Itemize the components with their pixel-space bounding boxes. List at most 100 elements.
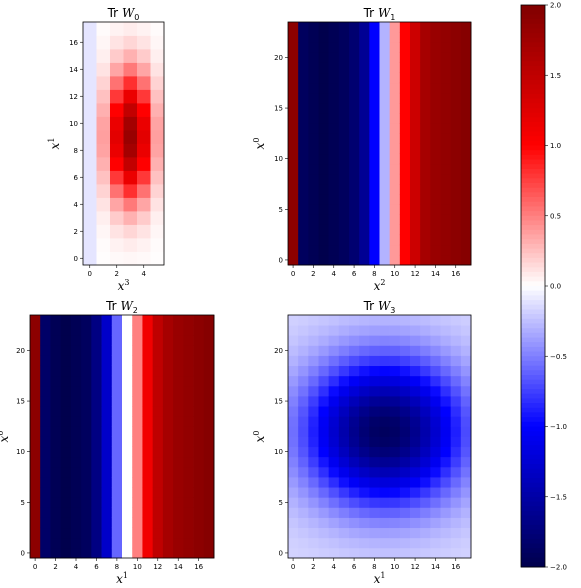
heatmap-cell: [50, 527, 62, 539]
heatmap-cell: [162, 456, 174, 468]
heatmap-cell: [288, 254, 299, 266]
heatmap-cell: [328, 72, 340, 84]
heatmap-cell: [338, 537, 350, 549]
heatmap-cell: [369, 143, 380, 155]
heatmap-cell: [30, 345, 41, 356]
heatmap-cell: [101, 477, 113, 488]
heatmap-cell: [450, 32, 462, 43]
heatmap-cell: [193, 426, 205, 437]
heatmap-cell: [60, 517, 72, 529]
heatmap-cell: [308, 244, 319, 256]
heatmap-cell: [162, 527, 174, 539]
heatmap-cell: [349, 52, 360, 63]
heatmap-cell: [460, 204, 472, 215]
heatmap-cell: [110, 224, 124, 239]
heatmap-cell: [379, 42, 391, 53]
heatmap-cell: [338, 62, 350, 74]
heatmap-cell: [349, 527, 360, 539]
heatmap-cell: [101, 456, 113, 468]
heatmap-cell: [399, 143, 411, 155]
heatmap-cell: [70, 446, 82, 458]
heatmap-cell: [338, 214, 350, 225]
heatmap-cell: [359, 123, 370, 134]
heatmap-cell: [203, 355, 215, 367]
heatmap-cell: [50, 537, 62, 549]
colorbar-segment: [521, 75, 545, 81]
heatmap-cell: [430, 487, 441, 498]
heatmap-cell: [298, 184, 309, 195]
heatmap-cell: [410, 103, 421, 114]
x-tick-label: 14: [431, 270, 440, 278]
heatmap-cell: [183, 487, 194, 498]
heatmap-cell: [399, 325, 411, 336]
heatmap-cell: [288, 173, 299, 185]
heatmap-cell: [81, 406, 92, 417]
heatmap-cell: [50, 487, 62, 498]
heatmap-cell: [81, 466, 92, 478]
heatmap-cell: [288, 113, 299, 124]
heatmap-cell: [60, 537, 72, 549]
heatmap-cell: [110, 22, 124, 36]
heatmap-cell: [318, 22, 330, 33]
heatmap-cell: [440, 62, 452, 74]
heatmap-cell: [298, 224, 309, 236]
colorbar-segment: [521, 5, 545, 11]
heatmap-cell: [359, 325, 370, 336]
heatmap-cell: [193, 375, 205, 387]
heatmap-cell: [288, 82, 299, 94]
heatmap-cell: [369, 82, 380, 94]
heatmap-cell: [349, 32, 360, 43]
heatmap-cell: [96, 62, 111, 77]
heatmap-cell: [60, 416, 72, 427]
heatmap-cell: [308, 507, 319, 518]
heatmap-cell: [399, 335, 411, 346]
heatmap-cell: [318, 62, 330, 74]
heatmap-cell: [122, 436, 133, 448]
heatmap-cell: [101, 345, 113, 356]
heatmap-cell: [379, 204, 391, 215]
heatmap-cell: [410, 527, 421, 539]
heatmap-cell: [193, 396, 205, 407]
heatmap-cell: [440, 497, 452, 508]
heatmap-cell: [349, 396, 360, 407]
heatmap-cell: [389, 365, 401, 377]
heatmap-cell: [379, 385, 391, 397]
heatmap-cell: [410, 234, 421, 246]
heatmap-cell: [420, 477, 431, 488]
heatmap-cell: [420, 547, 431, 559]
heatmap-cell: [338, 184, 350, 195]
heatmap-cell: [328, 355, 340, 367]
colorbar-segment: [521, 257, 545, 264]
heatmap-cell: [122, 385, 133, 397]
heatmap-cell: [132, 396, 143, 407]
heatmap-cell: [308, 184, 319, 195]
heatmap-cell: [81, 315, 92, 326]
heatmap-cell: [91, 315, 102, 326]
heatmap-cell: [40, 396, 51, 407]
heatmap-cell: [410, 517, 421, 529]
heatmap-cell: [420, 375, 431, 387]
heatmap-cell: [132, 517, 143, 529]
heatmap-cell: [183, 365, 194, 377]
heatmap-cell: [369, 113, 380, 124]
colorbar-segment: [521, 248, 545, 254]
heatmap-cell: [288, 163, 299, 175]
heatmap-cell: [101, 335, 113, 346]
heatmap-cell: [183, 335, 194, 346]
heatmap-cell: [96, 130, 111, 144]
heatmap-cell: [101, 507, 113, 518]
heatmap-cell: [101, 396, 113, 407]
heatmap-cell: [308, 133, 319, 144]
heatmap-cell: [183, 517, 194, 529]
heatmap-cell: [288, 477, 299, 488]
colorbar-segment: [521, 482, 545, 488]
heatmap-cell: [318, 315, 330, 326]
heatmap-cell: [430, 527, 441, 539]
heatmap-cell: [308, 72, 319, 84]
heatmap-cell: [40, 375, 51, 387]
heatmap-cell: [30, 375, 41, 387]
heatmap-cell: [399, 22, 411, 33]
heatmap-cell: [410, 345, 421, 356]
heatmap-cell: [83, 35, 97, 50]
